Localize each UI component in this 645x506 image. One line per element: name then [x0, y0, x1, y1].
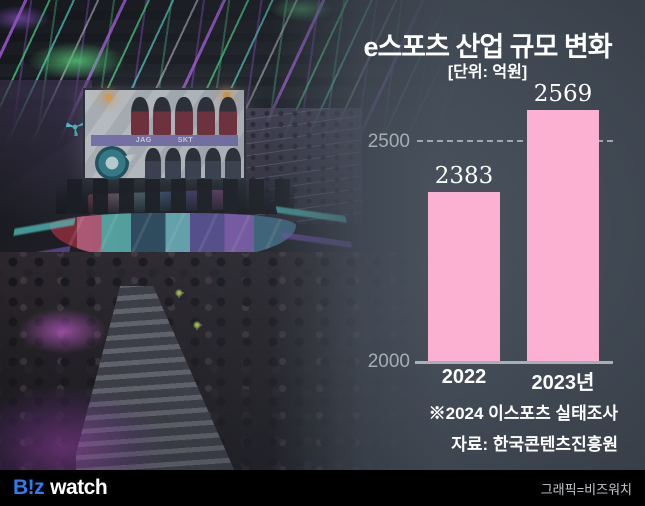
bar-2023	[527, 110, 599, 361]
bar-column-2023: 2569	[527, 83, 599, 361]
note-source: 자료: 한국콘텐츠진흥원	[451, 435, 618, 454]
bizwatch-logo: B!z watch	[13, 476, 108, 500]
x-label-2023: 2023년	[531, 372, 595, 394]
note-survey: ※2024 이스포츠 실태조사	[428, 404, 618, 423]
gridline-2500	[417, 140, 613, 142]
y-tick-2000: 2000	[367, 351, 410, 372]
graphic-credit: 그래픽=비즈워치	[540, 481, 632, 497]
y-tick-2500: 2500	[367, 131, 410, 152]
bar-value-label: 2569	[533, 81, 593, 107]
bar-value-label: 2383	[434, 163, 494, 189]
footer-bar: B!z watch 그래픽=비즈워치	[0, 470, 645, 506]
logo-watch: watch	[50, 476, 108, 499]
bar-column-2022: 2383	[428, 165, 500, 361]
x-axis-line	[415, 361, 613, 364]
chart-unit-label: [단위: 억원]	[447, 64, 528, 81]
bar-2022	[428, 192, 500, 361]
x-label-2022: 2022	[441, 366, 487, 388]
logo-biz: B!z	[13, 476, 45, 499]
chart-title: e스포츠 산업 규모 변화	[363, 32, 612, 62]
